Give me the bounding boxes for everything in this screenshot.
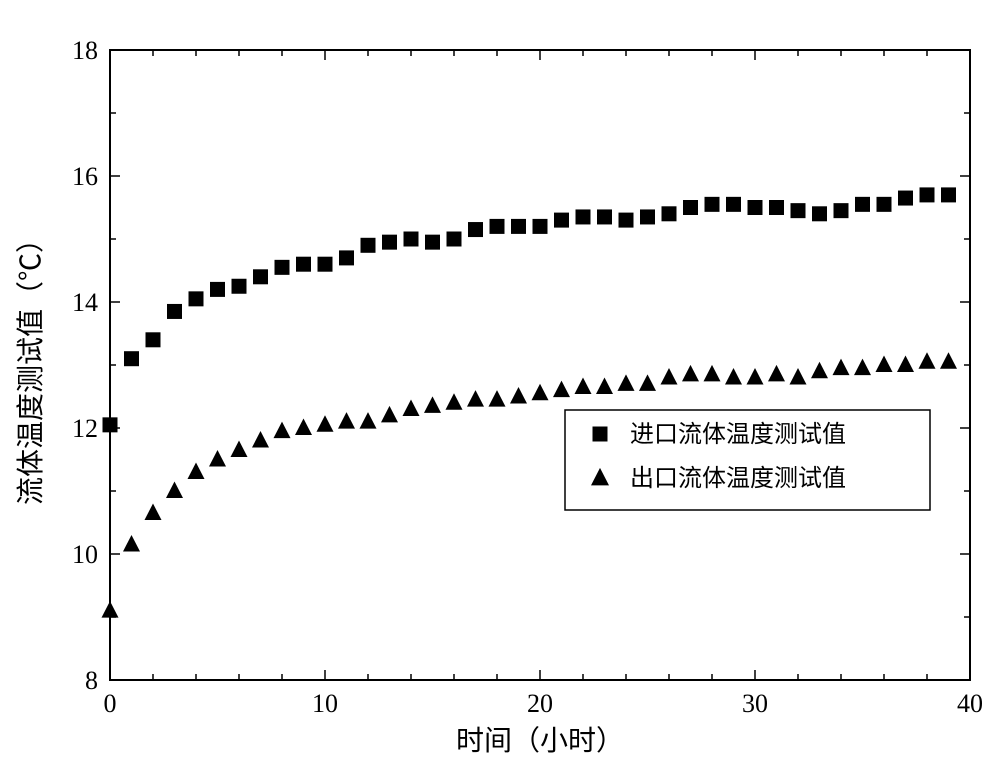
y-tick-label: 12 [72,414,98,443]
legend: 进口流体温度测试值出口流体温度测试值 [565,410,930,510]
y-axis-label: 流体温度测试值（℃） [15,225,47,505]
chart-background [0,0,1000,767]
x-tick-label: 40 [957,689,983,718]
legend-label-0: 进口流体温度测试值 [630,421,846,448]
x-tick-label: 0 [104,689,117,718]
x-axis-label: 时间（小时） [456,725,624,757]
y-tick-label: 16 [72,162,98,191]
y-tick-label: 8 [85,666,98,695]
y-tick-label: 18 [72,36,98,65]
y-tick-label: 14 [72,288,98,317]
y-tick-label: 10 [72,540,98,569]
x-tick-label: 10 [312,689,338,718]
x-tick-label: 20 [527,689,553,718]
x-tick-label: 30 [742,689,768,718]
legend-label-1: 出口流体温度测试值 [630,465,846,492]
